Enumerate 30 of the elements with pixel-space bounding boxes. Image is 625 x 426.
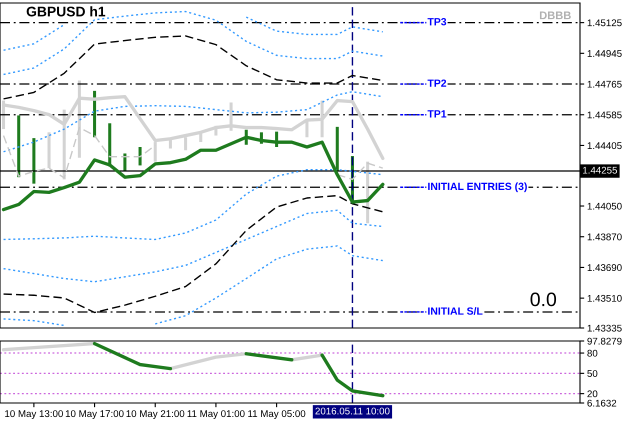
ref-line-label: TP1 [428,110,446,118]
y-tick-label: 50 [587,370,598,377]
y-tick-label: 1.43510 [588,294,622,302]
y-tick-label: 1.43690 [588,264,622,272]
annotation: 0.0 [530,292,556,306]
y-tick-label: 1.44945 [588,50,622,57]
y-tick-label: 1.45125 [588,19,622,26]
ref-line-label: TP3 [428,18,446,26]
y-tick-label: 1.44765 [588,80,622,88]
y-tick-label: 97.8279 [587,338,622,345]
x-tick-label: 10 May 21:00 [126,410,184,420]
x-tick-label: 10 May 13:00 [5,410,63,420]
y-tick-label: 1.43870 [588,233,622,240]
y-tick-label: 20 [587,390,598,398]
y-tick-label: 6.1632 [587,400,616,407]
x-tick-label: 11 May 05:00 [248,410,306,420]
y-tick-label: 1.44405 [588,142,622,150]
ref-line-label: 1.44255 [583,166,618,174]
y-tick-label: 80 [587,350,598,357]
x-tick-label: 11 May 01:00 [188,410,245,420]
y-tick-label: 1.43335 [588,324,622,332]
x-tick-label: 10 May 17:00 [66,410,124,420]
y-tick-label: 1.44050 [588,202,622,210]
y-tick-label: 1.44585 [588,111,622,118]
chart-title: GBPUSD h1 [26,6,106,16]
ref-line-label: 2016.05.11 10:00 [315,408,390,414]
ref-line-label: INITIAL ENTRIES (3) [428,182,527,192]
ref-line-label: INITIAL S/L [428,307,483,315]
annotation: DBBB [540,12,571,20]
ref-line-label: TP2 [428,79,446,87]
